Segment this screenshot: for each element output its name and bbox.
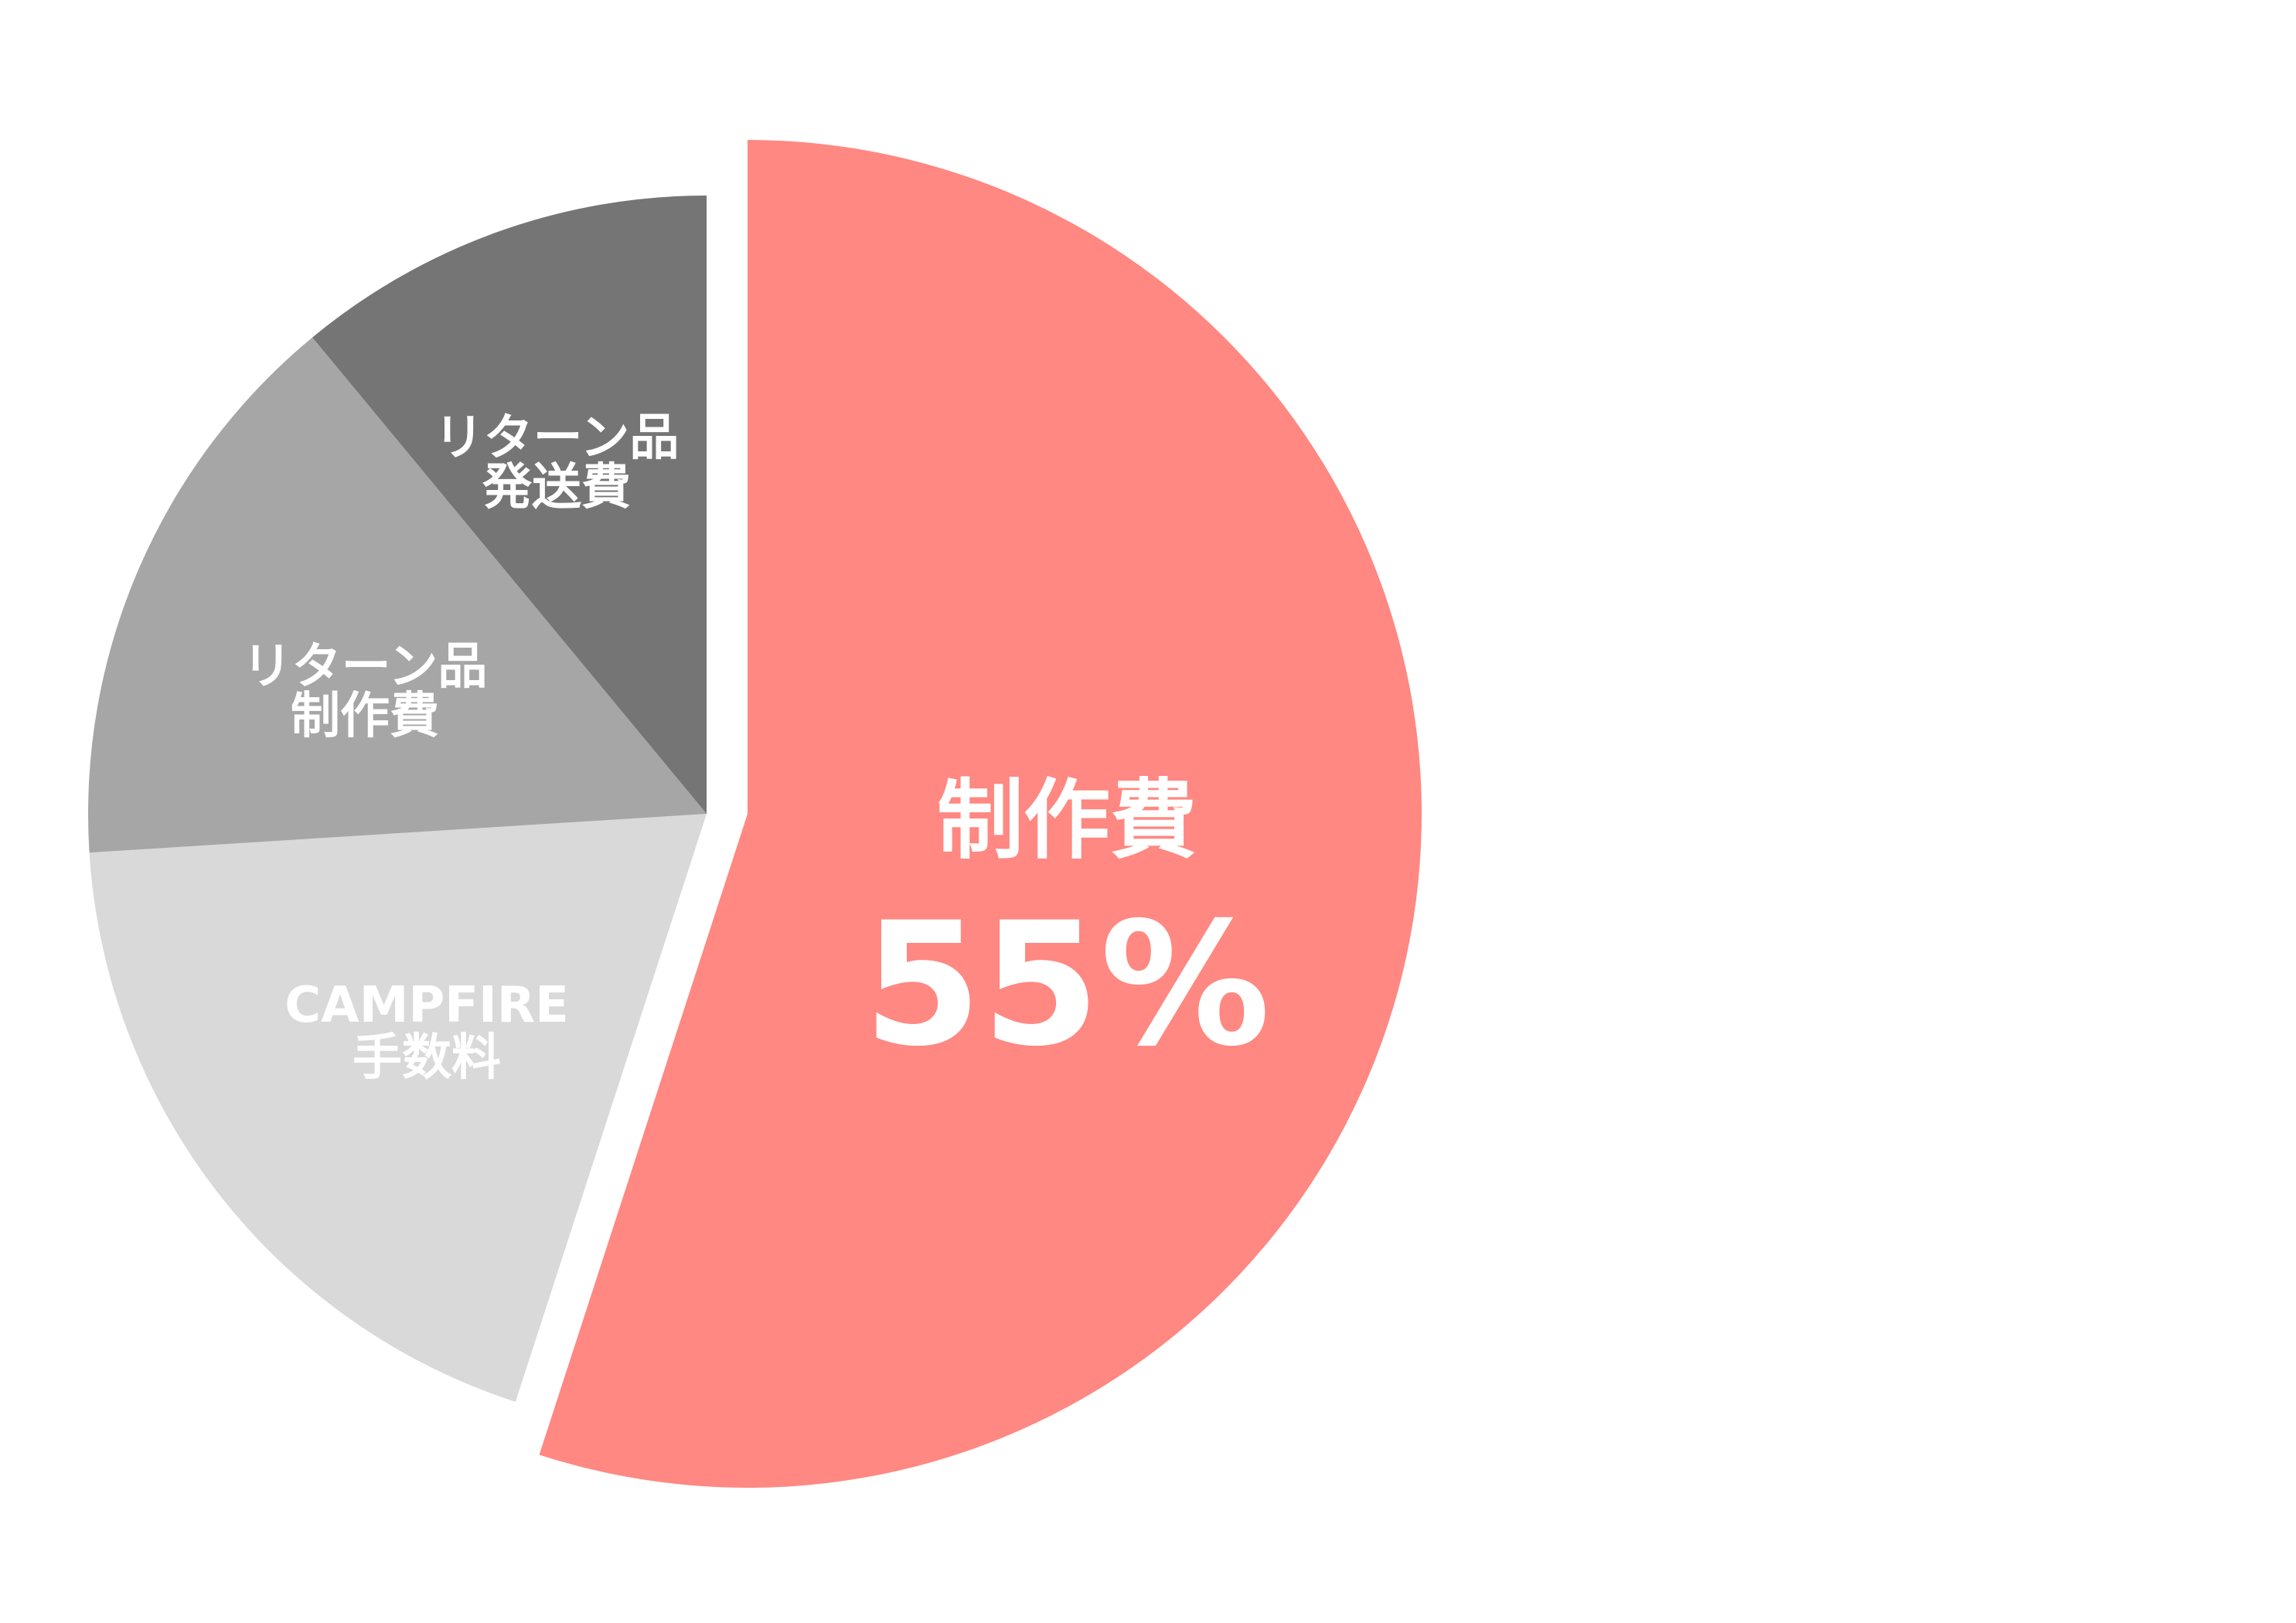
label-campfire-fee-line1: CAMPFIRE [284, 977, 569, 1034]
label-production-cost-percent: 55% [864, 886, 1271, 1084]
label-return-shipping-line1: リターン品 [434, 410, 680, 467]
label-campfire-fee-line2: 手数料 [353, 1029, 501, 1087]
slice-return-shipping [312, 196, 707, 814]
slice-return-production [87, 337, 707, 853]
slice-campfire-fee [89, 814, 707, 1402]
label-return-shipping-line2: 発送費 [482, 459, 631, 516]
label-return-production-line1: リターン品 [243, 638, 488, 696]
label-production-cost: 制作費 [937, 771, 1197, 871]
slice-production-cost [539, 140, 1422, 1489]
label-return-production-line2: 制作費 [291, 688, 439, 745]
